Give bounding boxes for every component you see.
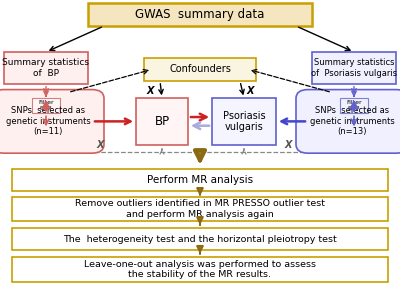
Text: SNPs  selected as
genetic instruments
(n=13): SNPs selected as genetic instruments (n=…	[310, 106, 394, 136]
Text: Summary statistics
of  Psoriasis vulgaris: Summary statistics of Psoriasis vulgaris	[311, 58, 397, 78]
Text: GWAS  summary data: GWAS summary data	[135, 8, 265, 21]
FancyBboxPatch shape	[4, 52, 88, 84]
FancyBboxPatch shape	[12, 197, 388, 221]
FancyBboxPatch shape	[212, 98, 276, 144]
Text: X: X	[284, 140, 292, 150]
Text: BP: BP	[154, 115, 170, 128]
FancyBboxPatch shape	[32, 97, 60, 113]
FancyBboxPatch shape	[312, 52, 396, 84]
FancyBboxPatch shape	[12, 228, 388, 250]
Text: X: X	[246, 86, 254, 96]
FancyBboxPatch shape	[340, 97, 368, 113]
Text: X: X	[146, 86, 154, 96]
Text: Psoriasis
vulgaris: Psoriasis vulgaris	[223, 111, 265, 132]
FancyBboxPatch shape	[12, 169, 388, 191]
Text: Confounders: Confounders	[169, 64, 231, 74]
FancyBboxPatch shape	[144, 58, 256, 81]
FancyBboxPatch shape	[296, 90, 400, 153]
Text: X: X	[96, 140, 104, 150]
FancyBboxPatch shape	[136, 98, 188, 144]
FancyBboxPatch shape	[12, 257, 388, 282]
Text: Filter
SNP: Filter SNP	[38, 100, 54, 111]
Text: Filter
SNP: Filter SNP	[346, 100, 362, 111]
Text: The  heterogeneity test and the horizontal pleiotropy test: The heterogeneity test and the horizonta…	[63, 235, 337, 244]
Text: Summary statistics
of  BP: Summary statistics of BP	[2, 58, 90, 78]
Text: SNPs  selected as
genetic instruments
(n=11): SNPs selected as genetic instruments (n=…	[6, 106, 90, 136]
FancyBboxPatch shape	[0, 90, 104, 153]
Text: Remove outliers identified in MR PRESSO outlier test
and perform MR analysis aga: Remove outliers identified in MR PRESSO …	[75, 199, 325, 218]
Text: Perform MR analysis: Perform MR analysis	[147, 175, 253, 185]
Text: Leave-one-out analysis was performed to assess
the stability of the MR results.: Leave-one-out analysis was performed to …	[84, 260, 316, 279]
FancyBboxPatch shape	[88, 3, 312, 26]
